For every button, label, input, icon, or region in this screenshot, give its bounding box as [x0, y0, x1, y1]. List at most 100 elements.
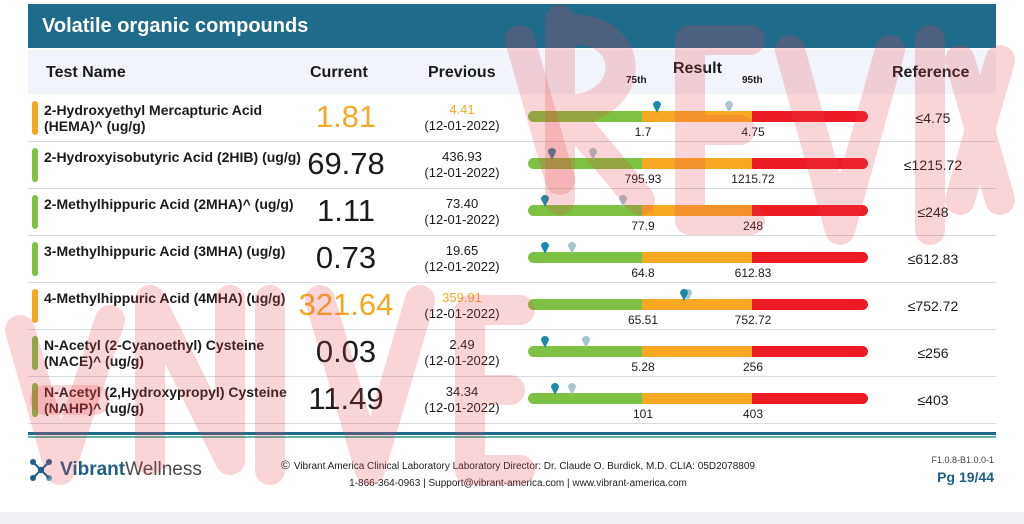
range-moderate: [642, 252, 752, 263]
page-number: Pg 19/44: [937, 469, 994, 485]
divider: [28, 436, 996, 438]
p75-value: 64.8: [631, 266, 655, 280]
footer: VibrantWellness © Vibrant America Clinica…: [28, 445, 996, 515]
range-normal: [528, 205, 642, 216]
range-normal: [528, 393, 642, 404]
logo-text-bold: Vibrant: [60, 459, 126, 480]
current-marker-icon: [679, 287, 689, 301]
previous-date: (12-01-2022): [424, 165, 500, 180]
previous-value: 436.93: [442, 149, 482, 164]
p75-value: 101: [632, 407, 654, 421]
previous-value: 359.91: [442, 290, 482, 305]
result-range-bar: 65.51 752.72: [528, 289, 868, 327]
range-high: [752, 299, 868, 310]
previous-marker-icon: [724, 99, 734, 113]
range-high: [752, 158, 868, 169]
table-row: N-Acetyl (2-Cyanoethyl) Cysteine (NACE)^…: [28, 330, 996, 377]
table-row: 2-Hydroxyisobutyric Acid (2HIB) (ug/g) 6…: [28, 142, 996, 189]
current-marker-icon: [540, 193, 550, 207]
range-high: [752, 205, 868, 216]
table-row: 3-Methylhippuric Acid (3MHA) (ug/g) 0.73…: [28, 236, 996, 283]
reference-range: ≤612.83: [907, 251, 959, 267]
range-moderate: [642, 205, 752, 216]
range-normal: [528, 111, 642, 122]
previous-marker-icon: [567, 240, 577, 254]
current-marker-icon: [550, 381, 560, 395]
copyright-icon: ©: [281, 458, 290, 472]
p95-value: 248: [742, 219, 764, 233]
document-code: F1.0.8-B1.0.0-1: [931, 455, 994, 465]
range-high: [752, 393, 868, 404]
test-name: 2-Hydroxyethyl Mercapturic Acid (HEMA)^ …: [44, 102, 263, 134]
p75-value: 77.9: [631, 219, 655, 233]
result-range-bar: 64.8 612.83: [528, 242, 868, 280]
section-title: Volatile organic compounds: [28, 4, 996, 48]
range-normal: [528, 299, 642, 310]
footer-info: © Vibrant America Clinical Laboratory Lab…: [258, 457, 778, 492]
previous-result: 34.34 (12-01-2022): [410, 384, 514, 416]
current-marker-icon: [540, 240, 550, 254]
current-value: 69.78: [307, 146, 385, 181]
header-95th: 95th: [742, 75, 763, 86]
previous-value: 2.49: [449, 337, 475, 352]
p75-value: 795.93: [624, 172, 662, 186]
range-moderate: [642, 111, 752, 122]
reference-range: ≤1215.72: [903, 157, 963, 173]
range-moderate: [642, 346, 752, 357]
range-high: [752, 252, 868, 263]
bottom-strip: [0, 512, 1024, 524]
range-normal: [528, 158, 642, 169]
p95-value: 612.83: [734, 266, 772, 280]
header-previous: Previous: [428, 64, 496, 81]
vibrant-wellness-logo: VibrantWellness: [28, 457, 202, 483]
reference-range: ≤752.72: [907, 298, 959, 314]
header-75th: 75th: [626, 75, 647, 86]
previous-result: 436.93 (12-01-2022): [410, 149, 514, 181]
previous-date: (12-01-2022): [424, 353, 500, 368]
header-current: Current: [310, 64, 368, 81]
range-normal: [528, 346, 642, 357]
test-name: 4-Methylhippuric Acid (4MHA) (ug/g): [44, 290, 286, 306]
previous-result: 4.41 (12-01-2022): [410, 102, 514, 134]
table-row: 2-Methylhippuric Acid (2MHA)^ (ug/g) 1.1…: [28, 189, 996, 236]
current-marker-icon: [540, 334, 550, 348]
previous-date: (12-01-2022): [424, 259, 500, 274]
header-test-name: Test Name: [46, 64, 126, 81]
results-table: 2-Hydroxyethyl Mercapturic Acid (HEMA)^ …: [28, 95, 996, 424]
current-value: 0.03: [315, 334, 377, 369]
previous-result: 73.40 (12-01-2022): [410, 196, 514, 228]
lab-director-line: Vibrant America Clinical Laboratory Labo…: [293, 461, 755, 472]
previous-date: (12-01-2022): [424, 212, 500, 227]
previous-date: (12-01-2022): [424, 400, 500, 415]
previous-value: 34.34: [445, 384, 479, 399]
test-name: 2-Hydroxyisobutyric Acid (2HIB) (ug/g): [44, 149, 301, 165]
header-result: Result: [673, 60, 722, 77]
result-range-bar: 101 403: [528, 383, 868, 421]
table-row: N-Acetyl (2,Hydroxypropyl) Cysteine (NAH…: [28, 377, 996, 424]
reference-range: ≤4.75: [915, 110, 951, 126]
previous-result: 2.49 (12-01-2022): [410, 337, 514, 369]
previous-date: (12-01-2022): [424, 306, 500, 321]
status-flag: [32, 289, 38, 323]
current-value: 1.11: [316, 193, 376, 228]
previous-value: 19.65: [445, 243, 479, 258]
current-marker-icon: [652, 99, 662, 113]
test-name: N-Acetyl (2-Cyanoethyl) Cysteine (NACE)^…: [44, 337, 265, 369]
result-range-bar: 795.93 1215.72: [528, 148, 868, 186]
previous-date: (12-01-2022): [424, 118, 500, 133]
p75-value: 65.51: [627, 313, 659, 327]
logo-text-light: Wellness: [125, 459, 202, 480]
previous-value: 73.40: [445, 196, 479, 211]
status-flag: [32, 242, 38, 276]
p95-value: 752.72: [734, 313, 772, 327]
status-flag: [32, 336, 38, 370]
range-moderate: [642, 393, 752, 404]
range-normal: [528, 252, 642, 263]
p75-value: 5.28: [631, 360, 655, 374]
range-moderate: [642, 299, 752, 310]
result-range-bar: 5.28 256: [528, 336, 868, 374]
footer-meta: F1.0.8-B1.0.0-1 Pg 19/44: [931, 455, 994, 485]
p95-value: 256: [742, 360, 764, 374]
result-range-bar: 77.9 248: [528, 195, 868, 233]
